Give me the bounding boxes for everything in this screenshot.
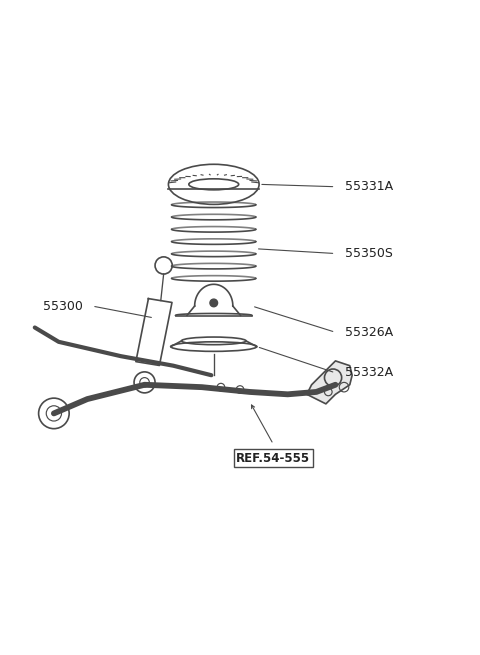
Text: 55326A: 55326A [345, 326, 393, 339]
Polygon shape [307, 361, 352, 404]
Text: REF.54-555: REF.54-555 [236, 451, 311, 464]
Circle shape [210, 299, 217, 307]
Text: 55350S: 55350S [345, 247, 393, 260]
Text: 55331A: 55331A [345, 180, 393, 193]
Text: 55332A: 55332A [345, 366, 393, 379]
Text: 55300: 55300 [43, 299, 83, 312]
